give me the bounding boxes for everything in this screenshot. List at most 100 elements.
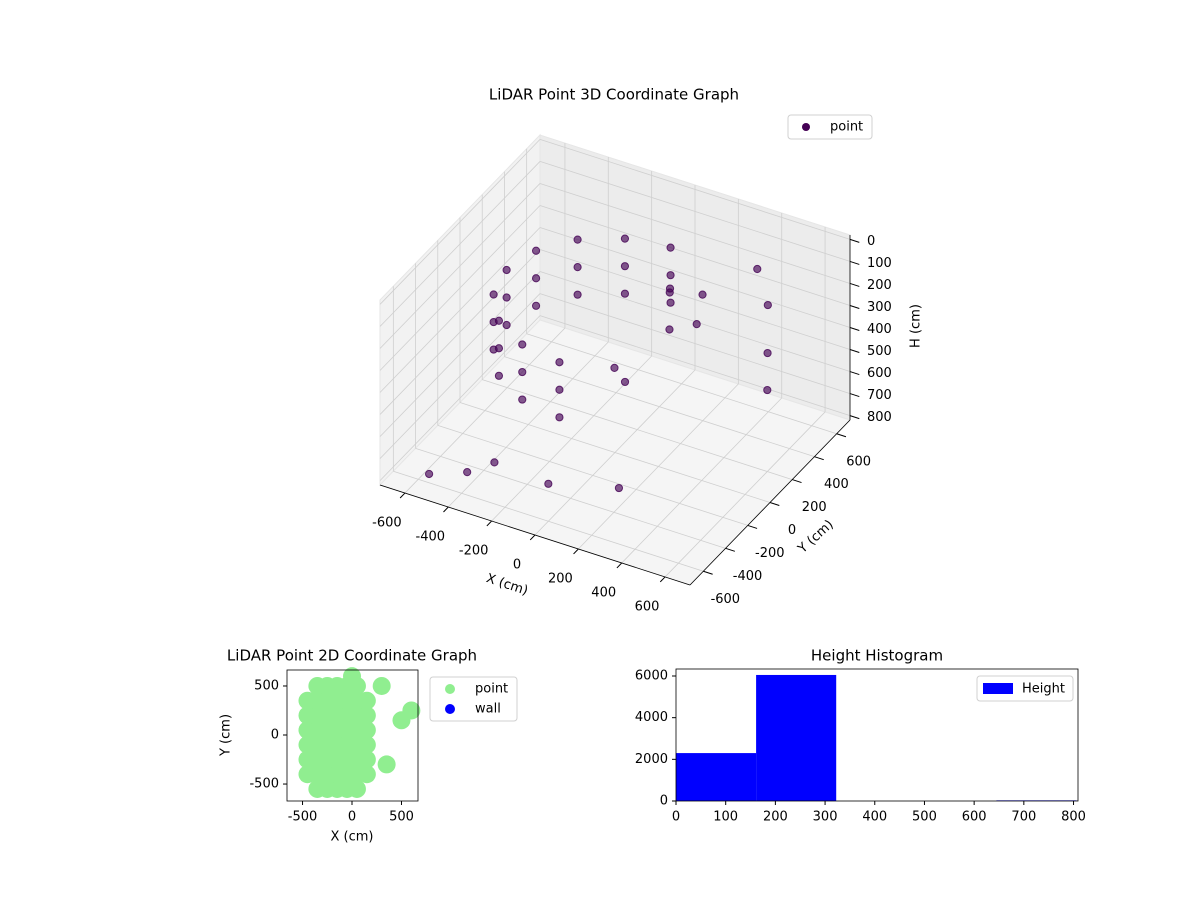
legend-label: wall [475, 702, 501, 717]
bar [756, 674, 837, 801]
y-tick-label: -200 [755, 546, 785, 561]
point [402, 701, 421, 720]
z-tick-label: 100 [867, 256, 892, 271]
tick-mark [849, 371, 860, 376]
tick-mark [573, 548, 579, 555]
tick-mark [814, 456, 824, 461]
point [666, 271, 675, 280]
point [665, 288, 674, 297]
point [665, 325, 674, 334]
legend-label: point [830, 120, 863, 135]
point [692, 320, 701, 329]
grid-line [379, 227, 541, 393]
tick-mark [529, 534, 536, 541]
tick-mark [792, 479, 802, 484]
axes-frame [286, 669, 419, 802]
point [494, 316, 504, 325]
point [620, 234, 630, 243]
point [544, 479, 553, 488]
x-tick-label: 800 [1061, 810, 1086, 825]
point [620, 377, 630, 387]
grid-line [379, 139, 541, 305]
z-tick-label: 300 [867, 300, 892, 315]
tick-mark [849, 327, 860, 331]
point [531, 301, 541, 310]
legend-box [976, 675, 1074, 702]
z-axis-label: H (cm) [909, 304, 924, 348]
x-axis-label: X (cm) [331, 830, 374, 845]
grid-line [539, 205, 851, 306]
grid-line [379, 205, 541, 371]
x-tick-label: 0 [513, 558, 521, 573]
y-tick-label: 0 [788, 523, 796, 538]
tick-mark [836, 433, 847, 438]
x-tick-label: 700 [1011, 810, 1036, 825]
point [347, 779, 366, 798]
legend-box [787, 114, 873, 140]
point [502, 293, 511, 302]
point [372, 676, 391, 695]
x-tick-label: -200 [459, 544, 489, 559]
z-tick-label: 800 [867, 410, 892, 425]
grid-line [379, 249, 541, 415]
point [357, 735, 376, 754]
legend-marker [445, 684, 455, 694]
legend-label: Height [1022, 682, 1065, 697]
point [343, 667, 362, 686]
x-tick-label: -600 [372, 516, 402, 531]
axis-line [689, 419, 851, 586]
grid-line [539, 183, 851, 284]
grid-line [379, 183, 541, 349]
y-tick-label: 0 [271, 728, 279, 743]
point [620, 289, 630, 298]
x-tick-label: -400 [416, 530, 446, 545]
z-tick-label: 500 [867, 344, 892, 359]
y-tick-label: -400 [733, 569, 763, 584]
point [490, 458, 499, 467]
grid-line [415, 447, 726, 549]
point [357, 765, 376, 784]
grid-line [459, 402, 771, 503]
point [502, 265, 511, 275]
chart-title: Height Histogram [811, 647, 943, 665]
y-tick-label: -600 [711, 592, 741, 607]
tick-mark [616, 562, 623, 569]
point [489, 290, 498, 299]
tick-mark [849, 415, 860, 420]
y-tick-label: 500 [254, 678, 279, 693]
point [518, 395, 527, 404]
x-tick-label: 600 [962, 810, 987, 825]
grid-line [539, 161, 851, 262]
z-tick-label: 400 [867, 322, 892, 337]
point [753, 264, 762, 274]
x-tick-label: 500 [389, 810, 414, 825]
legend-marker [802, 123, 810, 131]
tick-mark [725, 547, 736, 552]
x-tick-label: 500 [912, 810, 937, 825]
point [573, 290, 582, 299]
point [573, 263, 582, 272]
point [377, 755, 396, 774]
x-tick-label: 100 [713, 810, 738, 825]
point [494, 371, 504, 380]
x-tick-label: 0 [672, 810, 680, 825]
y-tick-label: 400 [824, 477, 849, 492]
point [494, 344, 504, 353]
grid-line [539, 249, 851, 350]
z-tick-label: 700 [867, 388, 892, 403]
point [555, 385, 564, 394]
point [763, 300, 772, 310]
point [763, 385, 772, 395]
tick-mark [849, 349, 860, 353]
point [357, 721, 376, 740]
point [531, 274, 541, 283]
point [620, 262, 630, 271]
grid-line [379, 271, 541, 437]
legend-marker [445, 704, 455, 714]
tick-mark [486, 520, 493, 527]
grid-line [539, 315, 851, 416]
chart-title: LiDAR Point 3D Coordinate Graph [489, 86, 739, 104]
y-tick-label: 6000 [635, 669, 668, 684]
y-tick-label: 600 [846, 454, 871, 469]
